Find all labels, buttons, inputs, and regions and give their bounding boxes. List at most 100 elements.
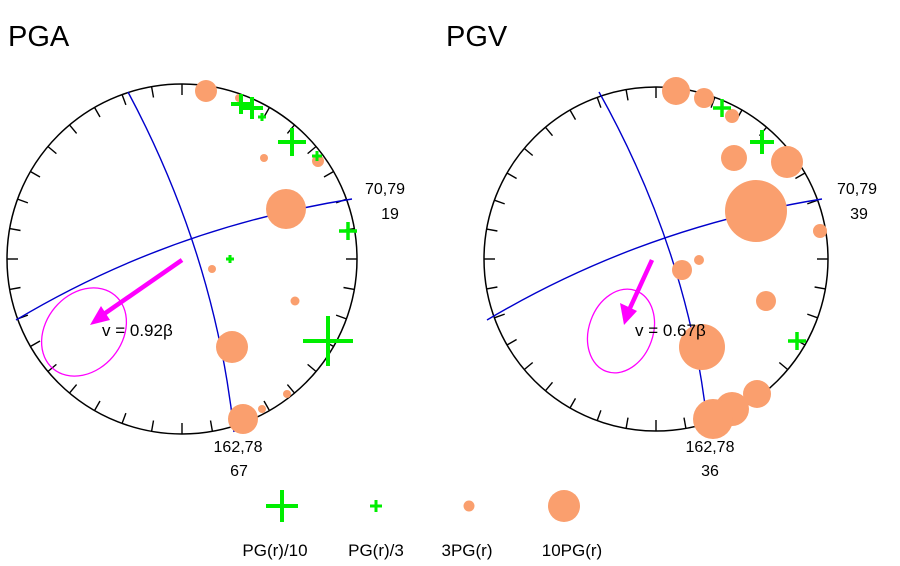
panel-title: PGV [446, 21, 508, 53]
orange-marker [756, 291, 776, 311]
tick-mark [30, 170, 41, 178]
green-plus-marker [312, 151, 322, 161]
orange-marker [672, 260, 692, 280]
legend-label: 10PG(r) [542, 541, 602, 560]
tick-mark [121, 412, 127, 424]
green-plus-marker [339, 222, 357, 240]
legend-orange-circle-large-icon [548, 490, 580, 522]
velocity-label: v = 0.67β [635, 321, 706, 340]
plane-b-label: 162,78 [214, 439, 263, 456]
tick-mark [494, 199, 505, 205]
orange-marker [721, 145, 747, 171]
green-plus-marker [303, 316, 353, 366]
tick-mark [814, 286, 826, 290]
tick-mark [486, 228, 498, 232]
stereonet-circle [483, 86, 829, 432]
tick-mark [263, 400, 271, 411]
legend-green-plus-large-icon [266, 490, 298, 522]
tick-mark [807, 199, 818, 205]
orange-marker [195, 80, 217, 102]
tick-mark [569, 398, 577, 409]
tick-mark [778, 361, 789, 371]
green-plus-marker [231, 94, 251, 114]
green-plus-marker [278, 128, 306, 156]
tick-mark [209, 420, 214, 432]
green-plus-marker [258, 113, 266, 121]
orange-marker [266, 189, 306, 229]
legend-label: PG(r)/3 [348, 541, 404, 560]
orange-marker [260, 154, 268, 162]
tick-marks [7, 84, 357, 434]
orange-marker [693, 399, 733, 439]
plane-b-value: 67 [230, 463, 248, 480]
legend-label: 3PG(r) [442, 541, 493, 560]
velocity-label: v = 0.92β [102, 321, 173, 340]
plane-a-value: 19 [381, 206, 399, 223]
tick-mark [307, 363, 317, 373]
tick-mark [121, 94, 127, 106]
tick-mark [323, 170, 334, 178]
nodal-plane-b [598, 91, 709, 431]
orange-marker [813, 224, 827, 238]
legend: PG(r)/10 PG(r)/3 3PG(r) 10PG(r) [242, 490, 602, 560]
rupture-direction-arrow [102, 258, 184, 316]
plane-b-label: 162,78 [686, 439, 735, 456]
tick-mark [47, 145, 57, 155]
arrow-head [620, 303, 637, 325]
uncertainty-ellipse [40, 287, 128, 377]
green-plus-marker [241, 97, 263, 119]
orange-marker [290, 296, 300, 306]
arrow-head [90, 306, 110, 325]
tick-mark [286, 384, 296, 394]
tick-mark [93, 400, 101, 411]
tick-mark [795, 172, 806, 180]
panel-title: PGA [8, 21, 70, 53]
panel-pgv: PGV v = 0.67β [446, 21, 877, 480]
green-plus-marker [788, 332, 806, 350]
tick-mark [506, 172, 517, 180]
tick-mark [683, 417, 687, 429]
orange-marker [228, 404, 258, 434]
stereonet-circle [6, 83, 358, 435]
tick-mark [523, 147, 534, 157]
panel-pga: PGA [6, 21, 405, 480]
tick-mark [710, 97, 716, 108]
tick-mark [625, 89, 629, 101]
orange-marker [771, 146, 803, 178]
orange-marker [258, 405, 266, 413]
orange-marker [694, 88, 714, 108]
orange-marker [725, 109, 739, 123]
tick-mark [544, 381, 554, 392]
tick-mark [596, 97, 602, 108]
tick-mark [596, 410, 602, 421]
tick-mark [150, 86, 155, 98]
orange-marker [679, 324, 725, 370]
tick-mark [9, 227, 21, 232]
green-plus-marker [750, 130, 774, 154]
orange-marker [216, 331, 248, 363]
rupture-direction-arrow [627, 259, 655, 309]
tick-marks [484, 87, 828, 431]
tick-mark [30, 340, 41, 348]
orange-marker [283, 390, 291, 398]
orange-marker [662, 77, 690, 105]
tick-mark [9, 286, 21, 291]
tick-mark [544, 126, 554, 137]
orange-marker [743, 380, 771, 408]
tick-mark [625, 417, 629, 429]
nodal-plane-b [127, 91, 235, 433]
tick-mark [486, 286, 498, 290]
tick-mark [68, 384, 78, 394]
plane-a-label: 70,79 [365, 181, 405, 198]
tick-mark [93, 107, 101, 118]
tick-mark [307, 145, 317, 155]
tick-mark [263, 107, 271, 118]
plane-b-value: 36 [701, 463, 719, 480]
plane-a-value: 39 [850, 206, 868, 223]
tick-mark [343, 286, 355, 291]
orange-marker [694, 255, 704, 265]
tick-mark [68, 124, 78, 134]
orange-marker [725, 180, 787, 242]
green-plus-marker [713, 99, 731, 117]
